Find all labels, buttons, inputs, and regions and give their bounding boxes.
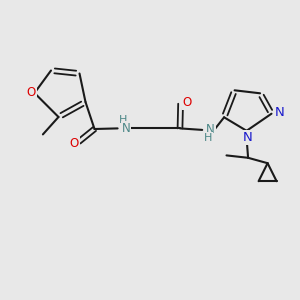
Text: N: N xyxy=(206,123,215,136)
Text: N: N xyxy=(122,122,130,135)
Text: O: O xyxy=(27,86,36,99)
Text: N: N xyxy=(275,106,285,119)
Text: O: O xyxy=(183,96,192,109)
Text: H: H xyxy=(203,133,212,143)
Text: N: N xyxy=(242,131,252,144)
Text: O: O xyxy=(70,136,79,150)
Text: H: H xyxy=(119,115,127,125)
